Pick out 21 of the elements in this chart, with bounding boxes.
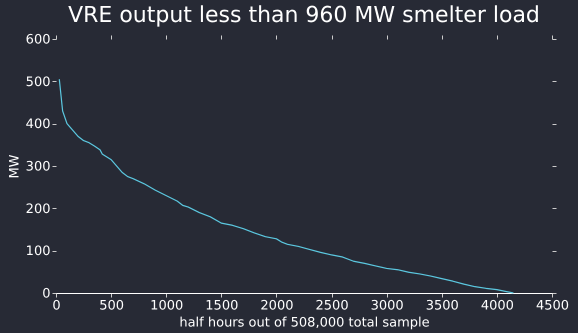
x-tick-label: 3000	[370, 298, 404, 314]
x-tick-label: 1500	[205, 298, 238, 314]
x-tick-label: 4000	[480, 298, 514, 314]
y-tick-label: 300	[26, 160, 50, 174]
y-tick-label: 400	[26, 117, 50, 132]
x-tick-label: 2000	[260, 298, 294, 314]
y-tick-label: 600	[26, 32, 50, 48]
y-tick-label: 500	[26, 74, 50, 90]
x-tick-label: 500	[99, 298, 124, 314]
x-tick-label: 1000	[150, 298, 184, 314]
y-tick-label: 100	[26, 244, 50, 260]
line-series	[58, 78, 514, 294]
x-axis-title: half hours out of 508,000 total sample	[179, 316, 430, 330]
chart-title: VRE output less than 960 MW smelter load	[68, 3, 540, 28]
x-tick-label: 0	[52, 298, 61, 314]
y-tick-label: 200	[26, 202, 50, 217]
x-tick-label: 3500	[426, 298, 459, 314]
y-axis-title: MW	[8, 154, 23, 179]
x-tick-label: 4500	[536, 298, 570, 314]
x-tick-label: 2500	[316, 298, 349, 314]
y-tick-label: 0	[42, 286, 50, 302]
